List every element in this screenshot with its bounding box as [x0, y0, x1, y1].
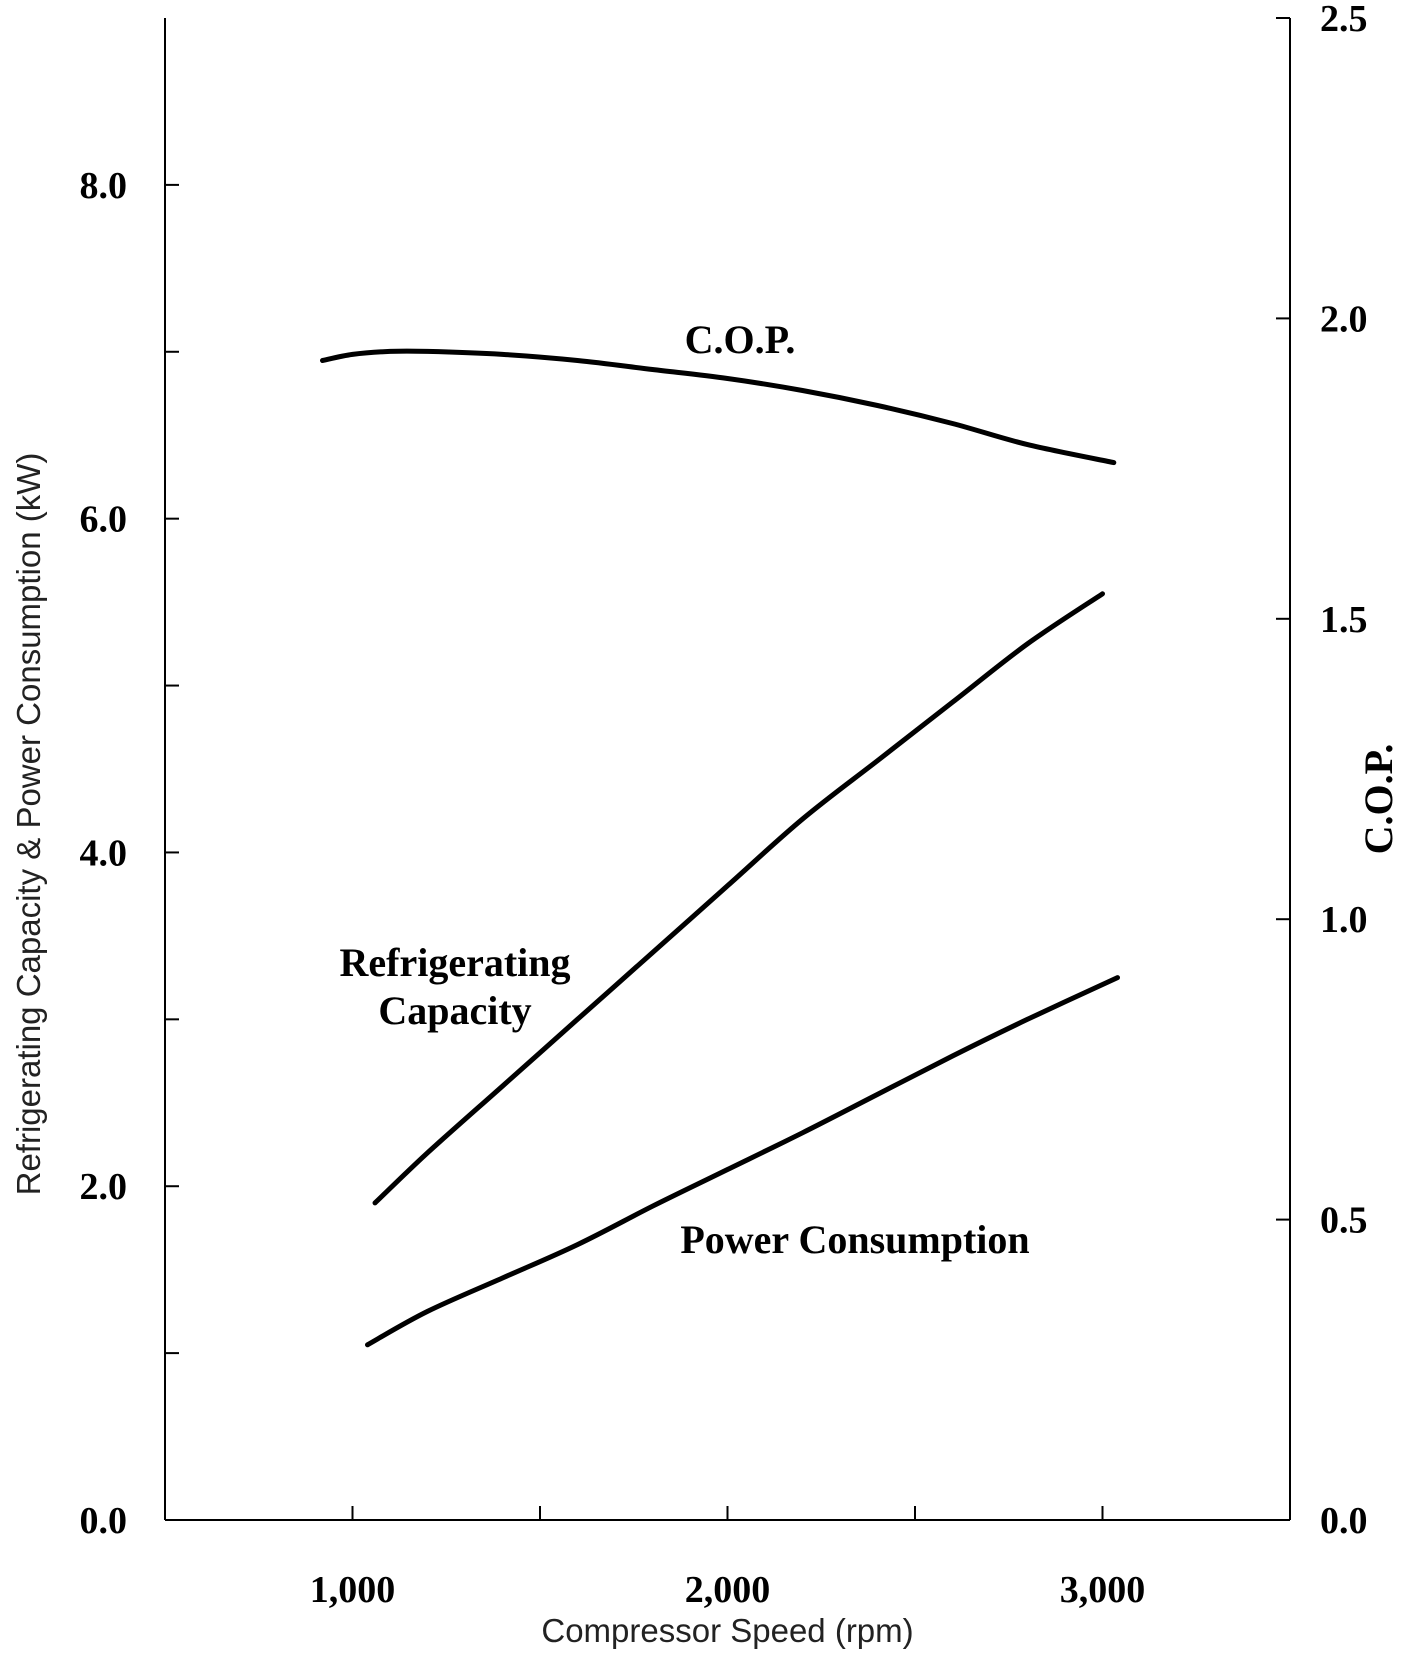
y2-tick-label: 1.0	[1320, 899, 1368, 941]
power-consumption-annotation: Power Consumption	[680, 1217, 1029, 1262]
y2-tick-label: 0.5	[1320, 1200, 1368, 1242]
x-tick-label: 3,000	[1060, 1569, 1146, 1611]
x-axis-title: Compressor Speed (rpm)	[541, 1612, 913, 1649]
power-consumption-curve	[365, 975, 1120, 1348]
y2-axis-title: C.O.P.	[1356, 744, 1401, 855]
y2-tick-label: 0.0	[1320, 1500, 1368, 1542]
y-tick-label: 0.0	[80, 1500, 128, 1542]
x-tick-label: 2,000	[685, 1569, 771, 1611]
y2-tick-label: 2.5	[1320, 0, 1368, 40]
y2-tick-label: 2.0	[1320, 298, 1368, 340]
refrigerating-capacity-curve	[372, 591, 1105, 1206]
cop-curve	[320, 348, 1117, 466]
y-tick-label: 4.0	[80, 832, 128, 874]
y-tick-label: 6.0	[80, 499, 128, 541]
y-axis-title: Refrigerating Capacity & Power Consumpti…	[10, 453, 47, 1196]
y-tick-label: 8.0	[80, 165, 128, 207]
x-tick-label: 1,000	[310, 1569, 396, 1611]
refrigerating-annotation: Refrigerating	[339, 940, 570, 985]
cop-annotation: C.O.P.	[685, 317, 796, 362]
capacity-annotation: Capacity	[378, 988, 531, 1033]
y-tick-label: 2.0	[80, 1166, 128, 1208]
y2-tick-label: 1.5	[1320, 599, 1368, 641]
